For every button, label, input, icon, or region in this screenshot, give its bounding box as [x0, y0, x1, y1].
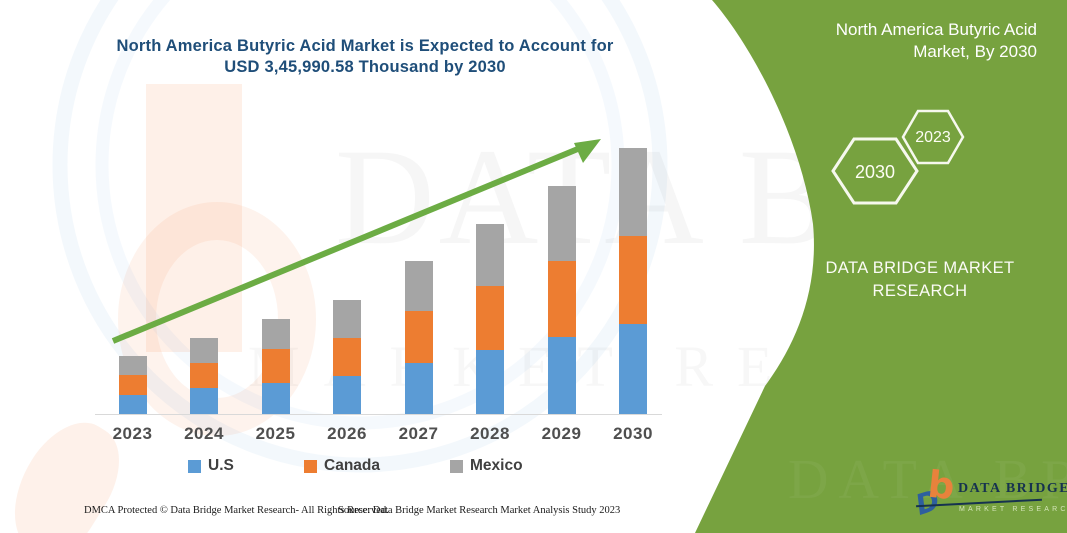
footer-source-text: Source: Data Bridge Market Research Mark…: [338, 505, 621, 516]
bar-segment-canada-2027: [404, 311, 433, 363]
legend-swatch-us: [188, 459, 201, 473]
bar-segment-mexico-2029: [547, 186, 576, 261]
hexagon-2023-label: 2023: [915, 129, 951, 146]
bar-segment-us-2027: [404, 363, 433, 414]
stacked-bar-2030: [619, 148, 647, 414]
bar-segment-mexico-2023: [118, 356, 147, 375]
stacked-bar-2024: [190, 338, 218, 414]
bar-segment-us-2023: [118, 395, 147, 414]
bar-segment-canada-2030: [619, 236, 647, 324]
stacked-bar-2026: [333, 300, 361, 414]
legend-label-mexico: Mexico: [470, 457, 523, 474]
legend-swatch-canada: [304, 459, 317, 473]
sidebar-brand-text: DATA BRIDGE MARKET RESEARCH: [798, 257, 1042, 303]
x-axis-label-2023: 2023: [112, 424, 153, 443]
x-axis-label-2026: 2026: [327, 424, 367, 443]
bar-segment-mexico-2025: [261, 319, 290, 349]
logo-name-text: DATA BRIDGE: [958, 481, 1067, 496]
stacked-bar-2029: [547, 186, 576, 414]
x-axis-line: [95, 414, 662, 415]
x-axis-label-2025: 2025: [255, 424, 296, 443]
stacked-bar-2025: [261, 319, 290, 414]
company-logo: D b DATA BRIDGE MARKET RESEARCH: [911, 462, 1067, 522]
chart-title: North America Butyric Acid Market is Exp…: [90, 36, 640, 78]
bar-segment-us-2025: [261, 383, 290, 414]
chart-title-line1: North America Butyric Acid Market is Exp…: [116, 37, 614, 55]
logo-sub-text: MARKET RESEARCH: [959, 506, 1067, 513]
bar-segment-canada-2024: [190, 363, 218, 388]
logo-b-flame-icon: b: [925, 462, 957, 509]
footer-dmca-text: DMCA Protected © Data Bridge Market Rese…: [84, 505, 389, 516]
bar-segment-canada-2025: [261, 349, 290, 383]
legend-item-mexico: Mexico: [450, 457, 523, 475]
bar-segment-mexico-2027: [404, 261, 433, 311]
legend-item-canada: Canada: [304, 457, 380, 475]
x-axis-label-2024: 2024: [184, 424, 224, 443]
stacked-bar-2027: [404, 261, 433, 414]
hexagon-2030-label: 2030: [854, 162, 896, 182]
legend-swatch-mexico: [450, 459, 463, 473]
bar-segment-mexico-2028: [476, 224, 504, 286]
stacked-bar-2028: [476, 224, 504, 414]
bar-segment-us-2030: [619, 324, 647, 414]
bar-segment-us-2029: [547, 337, 576, 414]
bar-segment-mexico-2024: [190, 338, 218, 363]
bar-segment-canada-2029: [547, 261, 576, 337]
x-axis-label-2028: 2028: [470, 424, 510, 443]
sidebar-brand-line2: RESEARCH: [872, 282, 968, 300]
bar-segment-us-2028: [476, 350, 504, 414]
x-axis-label-2027: 2027: [398, 424, 439, 443]
x-axis-label-2029: 2029: [541, 424, 582, 443]
chart-title-line2: USD 3,45,990.58 Thousand by 2030: [224, 58, 506, 76]
stacked-bar-2023: [118, 356, 147, 414]
sidebar-heading: North America Butyric Acid Market, By 20…: [835, 20, 1037, 61]
bar-segment-canada-2023: [118, 375, 147, 395]
bar-segment-canada-2028: [476, 286, 504, 350]
bar-segment-us-2024: [190, 388, 218, 414]
bar-segment-us-2026: [333, 376, 361, 414]
bar-segment-mexico-2030: [619, 148, 647, 236]
bar-segment-mexico-2026: [333, 300, 361, 338]
x-axis-label-2030: 2030: [613, 424, 653, 443]
bar-segment-canada-2026: [333, 338, 361, 376]
legend-label-canada: Canada: [324, 457, 380, 474]
legend-label-us: U.S: [208, 457, 234, 474]
legend-item-us: U.S: [188, 457, 234, 475]
sidebar-brand-line1: DATA BRIDGE MARKET: [825, 259, 1015, 277]
